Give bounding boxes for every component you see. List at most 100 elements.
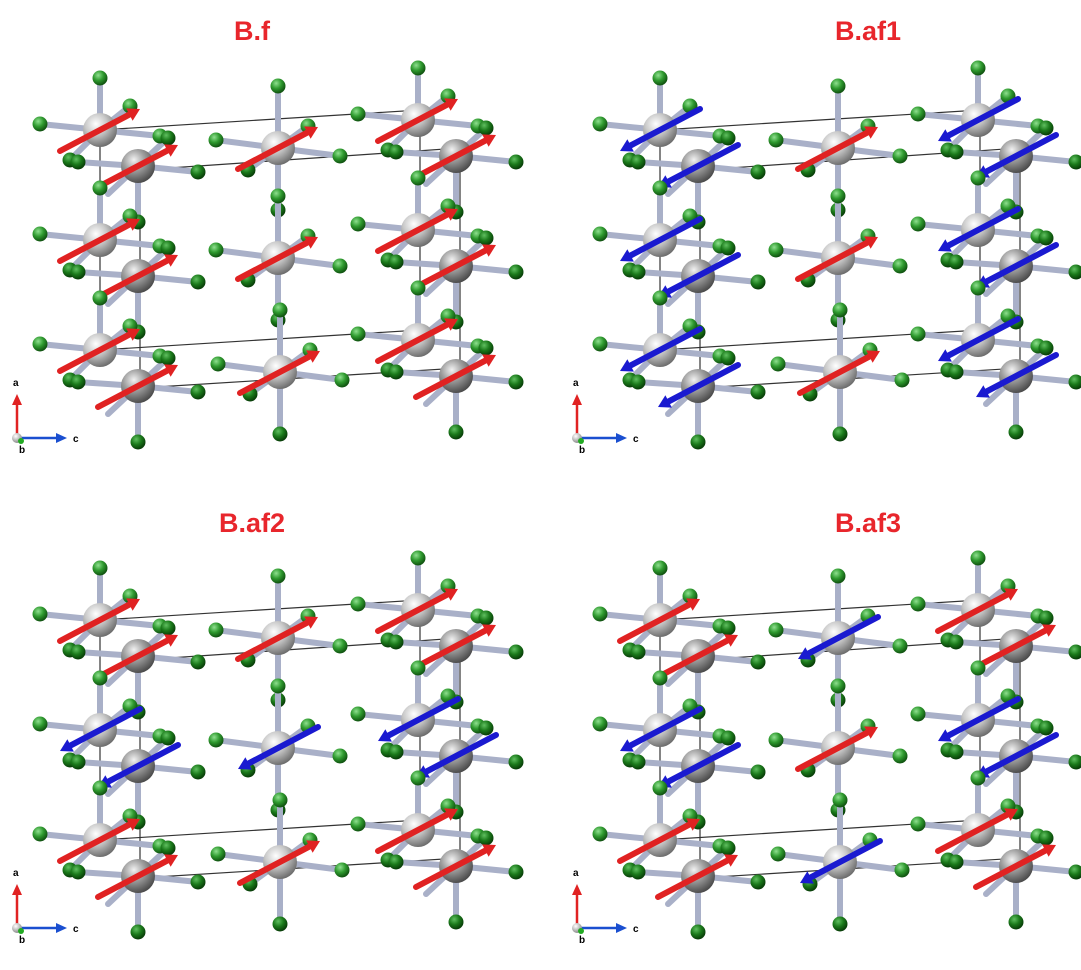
ligand-atom	[910, 326, 926, 342]
ligand-atom	[478, 230, 494, 246]
ligand-atom	[448, 914, 464, 930]
spin-arrow-head	[304, 236, 318, 249]
ligand-atom	[750, 164, 766, 180]
ligand-atom	[350, 216, 366, 232]
ligand-atom	[1068, 374, 1081, 390]
spin-arrow-head	[620, 359, 634, 372]
spin-arrow-shaft	[627, 106, 703, 149]
spin-arrow-shaft	[375, 211, 451, 254]
ligand-atom	[332, 748, 348, 764]
ligand-atom	[768, 242, 784, 258]
panel-baf1: B.af1 a b c	[572, 16, 1081, 456]
spin-arrow-shaft	[655, 857, 731, 900]
spin-arrow-head	[164, 254, 178, 267]
ligand-atom	[1038, 610, 1054, 626]
ligand-atom	[892, 748, 908, 764]
ligand-atom	[334, 862, 350, 878]
ligand-atom	[630, 644, 646, 660]
ligand-atom	[92, 560, 108, 576]
ligand-atom	[270, 678, 286, 694]
ligand-atom	[768, 132, 784, 148]
spin-arrow-shaft	[935, 811, 1011, 854]
ligand-atom	[1008, 914, 1024, 930]
spin-arrow-shaft	[413, 247, 489, 290]
ligand-atom	[448, 424, 464, 440]
ligand-atom	[208, 242, 224, 258]
spin-arrow-shaft	[945, 206, 1021, 249]
ligand-atom	[750, 874, 766, 890]
spin-arrow-shaft	[655, 637, 731, 680]
ligand-atom	[892, 638, 908, 654]
ligand-atom	[652, 70, 668, 86]
spin-arrow-head	[444, 208, 458, 221]
spin-arrow-shaft	[945, 696, 1021, 739]
spin-arrow-head	[482, 134, 496, 147]
ligand-atom	[210, 846, 226, 862]
ligand-atom	[768, 732, 784, 748]
spin-arrow-head	[482, 354, 496, 367]
spin-arrow-head	[126, 818, 140, 831]
spin-arrow-head	[482, 624, 496, 637]
ligand-atom	[190, 164, 206, 180]
ligand-atom	[478, 340, 494, 356]
spin-arrow-head	[444, 318, 458, 331]
ligand-atom	[720, 730, 736, 746]
spin-arrow-head	[164, 364, 178, 377]
spin-arrow-shaft	[235, 619, 311, 662]
spin-arrow-head	[164, 144, 178, 157]
ligand-atom	[830, 188, 846, 204]
spin-arrow-head	[938, 239, 952, 252]
ligand-atom	[1068, 754, 1081, 770]
ligand-atom	[630, 374, 646, 390]
spin-arrow-head	[866, 350, 880, 363]
ligand-atom	[768, 622, 784, 638]
spin-arrow-shaft	[983, 242, 1059, 285]
spin-arrow-shaft	[57, 221, 133, 264]
ligand-atom	[948, 254, 964, 270]
spin-arrow-shaft	[807, 838, 883, 881]
spin-arrow-shaft	[237, 353, 313, 396]
spin-arrow-shaft	[57, 331, 133, 374]
ligand-atom	[970, 60, 986, 76]
ligand-atom	[70, 754, 86, 770]
ligand-atom	[652, 290, 668, 306]
ligand-atom	[92, 780, 108, 796]
axis-c-head	[56, 923, 67, 933]
ligand-atom	[508, 264, 524, 280]
axis-c-head	[616, 433, 627, 443]
ligand-atom	[652, 670, 668, 686]
ligand-atom	[508, 374, 524, 390]
ligand-atom	[750, 384, 766, 400]
spin-arrow-shaft	[617, 821, 693, 864]
ligand-atom	[592, 336, 608, 352]
spin-arrow-head	[976, 385, 990, 398]
ligand-atom	[208, 732, 224, 748]
spin-arrow-head	[482, 844, 496, 857]
axis-a-label: a	[573, 378, 579, 389]
spin-arrow-head	[164, 854, 178, 867]
ligand-atom	[652, 560, 668, 576]
spin-arrow-head	[686, 598, 700, 611]
ligand-atom	[1068, 864, 1081, 880]
spin-arrow-head	[444, 588, 458, 601]
ligand-atom	[190, 384, 206, 400]
panel-title: B.af2	[219, 508, 285, 538]
spin-arrow-shaft	[627, 216, 703, 259]
ligand-atom	[388, 144, 404, 160]
spin-arrow-head	[164, 634, 178, 647]
spin-arrow-shaft	[795, 729, 871, 772]
spin-arrow-head	[724, 854, 738, 867]
ligand-atom	[830, 568, 846, 584]
spin-arrow-shaft	[237, 843, 313, 886]
ligand-atom	[272, 302, 288, 318]
ligand-atom	[720, 350, 736, 366]
spin-arrow-head	[126, 328, 140, 341]
ligand-atom	[652, 180, 668, 196]
ligand-atom	[948, 364, 964, 380]
spin-arrow-head	[126, 218, 140, 231]
axis-b-dot	[18, 438, 24, 444]
ligand-atom	[388, 634, 404, 650]
spin-arrow-head	[60, 739, 74, 752]
ligand-atom	[478, 610, 494, 626]
